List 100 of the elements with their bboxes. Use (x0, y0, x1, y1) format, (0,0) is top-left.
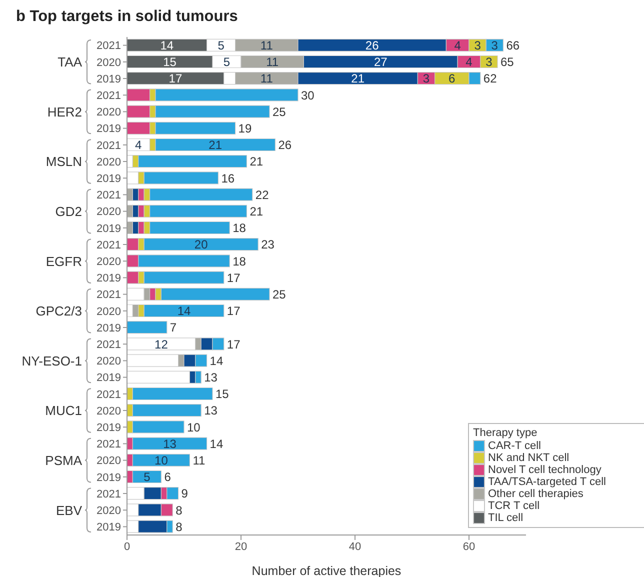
text: EBV (56, 502, 82, 518)
total-label: 19 (238, 121, 252, 136)
y-tick-label: 2019 (96, 73, 121, 86)
y-tick-label: 2019 (96, 272, 121, 285)
data-label: 10 (154, 453, 168, 468)
text: MSLN (46, 154, 82, 170)
data-label: 26 (365, 38, 380, 52)
legend-label: CAR-T cell (488, 440, 541, 452)
total-label: 30 (301, 88, 315, 102)
legend-label: TIL cell (488, 512, 524, 524)
text: HER2 (47, 104, 82, 120)
data-label: 14 (160, 38, 174, 52)
data-label: 11 (260, 72, 274, 86)
text: MUC1 (45, 403, 82, 418)
total-label: 65 (500, 55, 514, 70)
total-label: 62 (483, 72, 498, 86)
y-tick-label: 2021 (96, 190, 121, 202)
y-tick-label: 2019 (96, 422, 121, 434)
total-label: 21 (250, 204, 264, 218)
y-tick-label: 2021 (96, 289, 121, 302)
total-label: 10 (187, 420, 201, 434)
text: EGFR (46, 254, 82, 269)
data-label: 6 (448, 72, 456, 86)
y-tick-label: 2019 (96, 173, 121, 186)
text: GPC2/3 (36, 304, 82, 319)
y-tick-label: 2020 (96, 106, 121, 119)
y-tick-label: 2020 (96, 156, 121, 168)
data-label: 3 (491, 38, 498, 52)
y-tick-label: 2020 (96, 505, 121, 518)
text: TAA (58, 54, 82, 70)
data-label: 4 (466, 55, 473, 70)
total-label: 25 (272, 287, 286, 302)
total-label: 17 (226, 337, 241, 352)
y-tick-label: 2021 (96, 140, 121, 152)
total-label: 13 (204, 404, 218, 418)
text: NY-ESO-1 (22, 353, 82, 368)
y-tick-label: 2021 (96, 388, 121, 401)
data-label: 17 (168, 72, 182, 86)
total-label: 18 (232, 254, 246, 268)
data-label: 11 (266, 55, 279, 70)
data-label: 20 (194, 238, 208, 252)
total-label: 22 (255, 188, 270, 202)
y-tick-label: 2019 (96, 222, 121, 235)
y-tick-label: 2020 (96, 306, 121, 318)
data-label: 3 (486, 55, 493, 70)
y-tick-label: 2021 (96, 339, 121, 352)
total-label: 7 (170, 320, 177, 335)
total-label: 66 (506, 38, 520, 52)
y-tick-label: 2020 (96, 455, 121, 468)
y-tick-label: 2020 (96, 405, 121, 418)
total-label: 14 (210, 354, 224, 368)
y-tick-label: 2020 (96, 206, 121, 218)
data-label: 5 (223, 55, 230, 70)
x-tick-label: 40 (348, 540, 362, 553)
total-label: 9 (181, 486, 188, 501)
y-tick-label: 2021 (96, 239, 121, 252)
x-tick-label: 20 (234, 540, 248, 553)
y-tick-label: 2021 (96, 488, 121, 500)
total-label: 16 (221, 171, 235, 186)
y-tick-label: 2021 (96, 40, 121, 52)
data-label: 12 (154, 337, 168, 352)
data-label: 27 (374, 55, 388, 70)
total-label: 13 (204, 370, 218, 384)
total-label: 26 (278, 138, 292, 152)
total-label: 11 (192, 453, 206, 468)
y-tick-label: 2019 (96, 372, 121, 384)
data-label: 13 (163, 436, 177, 451)
legend-label: TAA/TSA-targeted T cell (488, 476, 606, 488)
total-label: 14 (210, 436, 224, 451)
data-label: 14 (177, 304, 191, 318)
total-label: 25 (272, 104, 286, 119)
data-label: 5 (218, 38, 225, 52)
total-label: 18 (232, 221, 246, 236)
y-tick-label: 2019 (96, 522, 121, 534)
data-label: 4 (135, 138, 142, 152)
y-tick-label: 2019 (96, 123, 121, 136)
legend-label: NK and NKT cell (488, 452, 570, 464)
total-label: 15 (216, 387, 230, 402)
text: PSMA (45, 452, 82, 468)
y-tick-label: 2019 (96, 472, 121, 484)
y-tick-label: 2019 (96, 322, 121, 334)
total-label: 17 (226, 270, 241, 285)
y-tick-label: 2021 (96, 90, 121, 102)
total-label: 21 (250, 154, 264, 169)
data-label: 3 (422, 72, 430, 86)
y-tick-label: 2020 (96, 56, 121, 69)
x-tick-label: 0 (124, 540, 130, 553)
total-label: 23 (261, 238, 275, 252)
data-label: 5 (144, 470, 151, 484)
data-label: 21 (208, 138, 222, 152)
y-tick-label: 2021 (96, 438, 121, 451)
legend-label: TCR T cell (488, 500, 540, 512)
legend-title: Therapy type (473, 427, 538, 439)
total-label: 8 (176, 503, 183, 518)
total-label: 17 (226, 304, 241, 318)
y-tick-label: 2020 (96, 256, 121, 268)
legend-label: Other cell therapies (488, 488, 584, 500)
bar (127, 321, 168, 334)
data-label: 11 (260, 38, 274, 52)
text: GD2 (55, 204, 82, 219)
